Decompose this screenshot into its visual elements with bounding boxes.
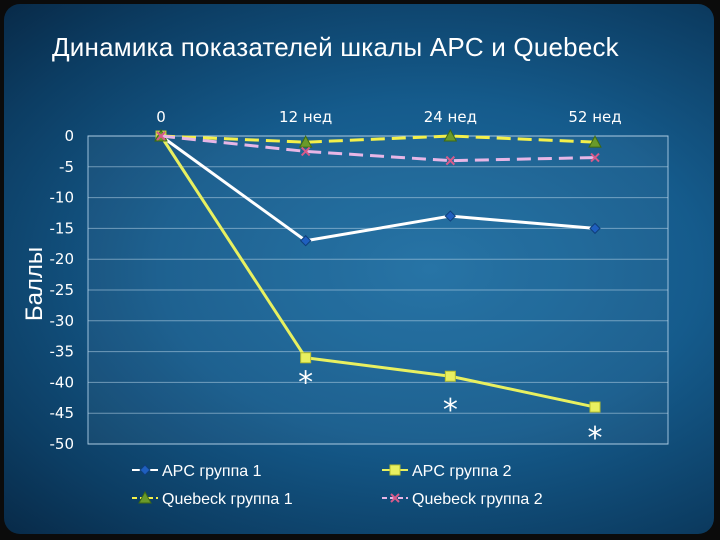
legend-entry: Quebeck группа 2 <box>412 491 543 508</box>
y-tick-label: -15 <box>50 219 75 237</box>
series-2-point <box>300 352 312 364</box>
significance-asterisk: * <box>443 393 458 428</box>
series-4-point <box>156 131 166 141</box>
x-tick-label: 12 нед <box>279 108 332 126</box>
legend-swatch-marker <box>390 493 400 503</box>
series-4-point <box>300 146 311 157</box>
series-3-point <box>298 135 313 148</box>
series-4-point <box>590 152 600 163</box>
series-line-1 <box>160 134 596 243</box>
legend-swatch-marker <box>139 464 151 476</box>
x-tick-label: 24 нед <box>424 108 477 126</box>
y-axis-label: Баллы <box>21 247 48 321</box>
series-2-point <box>444 370 456 382</box>
series-3-point <box>443 128 458 142</box>
y-tick-label: -20 <box>50 250 75 268</box>
legend-entry: Quebeck группа 1 <box>162 491 293 508</box>
series-4-point <box>445 155 456 166</box>
legend-entry: APC группа 1 <box>162 463 262 480</box>
y-tick-label: -45 <box>50 404 75 422</box>
series-2-point <box>589 401 601 413</box>
y-tick-label: -10 <box>50 189 75 207</box>
y-tick-label: -40 <box>50 373 75 391</box>
series-line-2 <box>159 135 596 409</box>
significance-asterisk: * <box>588 421 603 456</box>
y-tick-label: -25 <box>50 281 75 299</box>
series-line-4 <box>160 134 596 163</box>
legend-swatch-marker <box>389 464 401 476</box>
y-tick-label: -5 <box>59 158 74 176</box>
y-tick-label: -50 <box>50 435 75 453</box>
y-tick-label: -35 <box>50 343 75 361</box>
slide-background: Динамика показателей шкалы APC и Quebeck… <box>4 4 714 534</box>
series-1-point <box>589 222 601 235</box>
series-1-point <box>444 210 457 222</box>
x-tick-label: 0 <box>156 108 166 126</box>
line-chart: 0 -5 -10 -15 -20 -25 -30 -35 -40 -45 -50 0 12 нед 24 … <box>21 108 669 508</box>
y-tick-label: -30 <box>50 312 75 330</box>
legend-entry: APC группа 2 <box>412 463 512 480</box>
series-3-point <box>588 135 602 148</box>
x-tick-label: 52 нед <box>568 108 621 126</box>
legend-swatch-marker <box>138 490 152 504</box>
significance-asterisk: * <box>298 365 313 400</box>
series-1-point <box>299 235 312 247</box>
y-tick-label: 0 <box>64 127 74 145</box>
chart-title: Динамика показателей шкалы APC и Quebeck <box>52 32 619 62</box>
series-line-3 <box>160 134 596 144</box>
